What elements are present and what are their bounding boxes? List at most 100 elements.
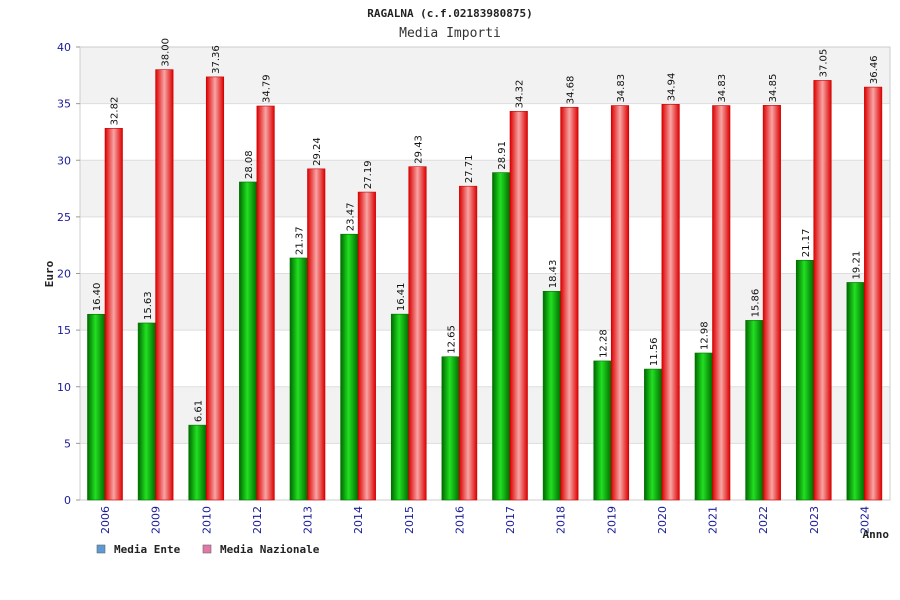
bar-media-ente-2009 xyxy=(137,322,156,501)
bar-media-ente-2015 xyxy=(390,313,410,501)
legend-swatch-media-nazionale xyxy=(202,544,212,554)
y-tick-label: 5 xyxy=(64,437,71,450)
data-label-media-nazionale-2024: 36.46 xyxy=(869,55,880,84)
data-label-media-ente-2010: 6.61 xyxy=(194,400,205,422)
data-label-media-nazionale-2021: 34.83 xyxy=(717,74,728,103)
bar-media-ente-2020 xyxy=(644,368,663,501)
bars xyxy=(87,69,883,501)
chart-subtitle: Media Importi xyxy=(399,26,501,41)
x-tick-label-2009: 2009 xyxy=(150,506,163,534)
bar-media-nazionale-2019 xyxy=(610,105,630,501)
x-axis-label: Anno xyxy=(863,528,890,541)
data-labels: 16.40 32.82 15.63 38.00 6.61 37.36 28.08 34.79 2… xyxy=(92,38,880,422)
legend-swatch-media-ente xyxy=(96,544,106,554)
legend-label-media-ente: Media Ente xyxy=(114,543,181,556)
data-label-media-nazionale-2018: 34.68 xyxy=(565,76,576,105)
data-label-media-ente-2019: 12.28 xyxy=(599,329,610,358)
x-tick-label-2022: 2022 xyxy=(757,506,770,534)
x-axis-ticks: 2006 2009 2010 2012 2013 2014 2015 2016 2017 2018… xyxy=(99,506,871,534)
x-tick-label-2020: 2020 xyxy=(656,506,669,534)
bar-media-ente-2010 xyxy=(188,424,207,501)
bar-media-nazionale-2022 xyxy=(762,105,781,501)
x-tick-label-2014: 2014 xyxy=(352,506,365,534)
y-tick-label: 40 xyxy=(57,41,71,54)
data-label-media-ente-2014: 23.47 xyxy=(345,203,356,232)
chart-title: RAGALNA (c.f.02183980875) xyxy=(367,7,533,20)
bar-media-nazionale-2024 xyxy=(864,86,883,501)
data-label-media-nazionale-2017: 34.32 xyxy=(515,80,526,109)
data-label-media-nazionale-2022: 34.85 xyxy=(768,74,779,103)
bar-media-nazionale-2012 xyxy=(256,105,275,501)
data-label-media-nazionale-2014: 27.19 xyxy=(363,160,374,189)
data-label-media-ente-2012: 28.08 xyxy=(244,150,255,179)
y-axis-ticks: 0 5 10 15 20 25 30 35 40 xyxy=(57,41,80,507)
bar-media-ente-2022 xyxy=(745,320,764,501)
data-label-media-ente-2016: 12.65 xyxy=(447,325,458,354)
data-label-media-ente-2022: 15.86 xyxy=(750,289,761,318)
x-tick-label-2015: 2015 xyxy=(403,506,416,534)
bar-media-nazionale-2013 xyxy=(307,168,326,501)
x-tick-label-2018: 2018 xyxy=(555,506,568,534)
data-label-media-nazionale-2020: 34.94 xyxy=(667,73,678,102)
data-label-media-ente-2015: 16.41 xyxy=(396,283,407,312)
y-axis-label: Euro xyxy=(43,260,56,287)
data-label-media-ente-2006: 16.40 xyxy=(92,283,103,312)
legend: Media Ente Media Nazionale xyxy=(96,543,320,556)
bar-media-ente-2017 xyxy=(492,172,511,501)
x-tick-label-2019: 2019 xyxy=(605,506,618,534)
x-tick-label-2010: 2010 xyxy=(200,506,213,534)
data-label-media-ente-2009: 15.63 xyxy=(143,291,154,320)
bar-media-nazionale-2016 xyxy=(459,185,478,501)
bar-media-ente-2012 xyxy=(239,181,258,501)
data-label-media-ente-2023: 21.17 xyxy=(801,229,812,258)
bar-media-ente-2013 xyxy=(289,257,308,501)
bar-media-ente-2014 xyxy=(340,233,359,501)
legend-label-media-nazionale: Media Nazionale xyxy=(220,543,320,556)
bar-media-nazionale-2015 xyxy=(408,166,427,501)
data-label-media-nazionale-2016: 27.71 xyxy=(464,155,475,184)
bar-media-ente-2018 xyxy=(542,290,561,501)
data-label-media-nazionale-2009: 38.00 xyxy=(160,38,171,67)
bar-media-nazionale-2021 xyxy=(712,105,731,501)
bar-media-nazionale-2017 xyxy=(509,111,528,501)
data-label-media-ente-2018: 18.43 xyxy=(548,260,559,289)
data-label-media-ente-2024: 19.21 xyxy=(852,251,863,280)
bar-media-ente-2019 xyxy=(593,360,612,501)
y-tick-label: 10 xyxy=(57,381,71,394)
data-label-media-ente-2017: 28.91 xyxy=(497,141,508,170)
x-tick-label-2024: 2024 xyxy=(858,506,871,534)
data-label-media-nazionale-2012: 34.79 xyxy=(262,74,273,103)
data-label-media-nazionale-2006: 32.82 xyxy=(110,97,121,126)
bar-media-nazionale-2010 xyxy=(205,76,225,501)
y-tick-label: 35 xyxy=(57,98,71,111)
y-tick-label: 0 xyxy=(64,494,71,507)
y-tick-label: 30 xyxy=(57,154,71,167)
bar-media-ente-2016 xyxy=(441,356,460,501)
data-label-media-ente-2013: 21.37 xyxy=(295,226,306,255)
data-label-media-nazionale-2019: 34.83 xyxy=(616,74,627,103)
bar-media-nazionale-2009 xyxy=(155,69,174,501)
x-tick-label-2016: 2016 xyxy=(453,506,466,534)
data-label-media-nazionale-2023: 37.05 xyxy=(819,49,830,78)
bar-media-ente-2023 xyxy=(795,259,815,501)
bar-media-ente-2021 xyxy=(694,352,713,501)
x-tick-label-2006: 2006 xyxy=(99,506,112,534)
bar-media-nazionale-2014 xyxy=(357,191,376,501)
data-label-media-ente-2021: 12.98 xyxy=(700,321,711,350)
y-tick-label: 25 xyxy=(57,211,71,224)
data-label-media-nazionale-2013: 29.24 xyxy=(312,137,323,166)
x-tick-label-2012: 2012 xyxy=(251,506,264,534)
data-label-media-nazionale-2015: 29.43 xyxy=(414,135,425,164)
x-tick-label-2017: 2017 xyxy=(504,506,517,534)
bar-media-nazionale-2006 xyxy=(104,128,123,501)
bar-media-ente-2024 xyxy=(846,282,865,501)
bar-media-ente-2006 xyxy=(87,313,106,501)
y-tick-label: 15 xyxy=(57,324,71,337)
bar-media-nazionale-2018 xyxy=(560,106,579,501)
data-label-media-nazionale-2010: 37.36 xyxy=(211,45,222,74)
data-label-media-ente-2020: 11.56 xyxy=(649,337,660,366)
bar-media-nazionale-2020 xyxy=(661,104,680,501)
x-tick-label-2023: 2023 xyxy=(808,506,821,534)
bar-media-nazionale-2023 xyxy=(813,80,832,501)
